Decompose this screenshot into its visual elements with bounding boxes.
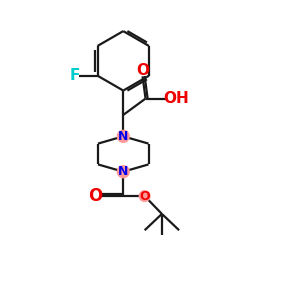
Circle shape: [117, 130, 129, 142]
Text: F: F: [69, 68, 80, 83]
Text: O: O: [88, 187, 102, 205]
Text: O: O: [139, 190, 150, 202]
Circle shape: [139, 191, 150, 201]
Text: N: N: [118, 130, 128, 143]
Text: O: O: [136, 63, 149, 78]
Text: OH: OH: [164, 91, 189, 106]
Circle shape: [117, 166, 129, 178]
Text: N: N: [118, 165, 128, 178]
